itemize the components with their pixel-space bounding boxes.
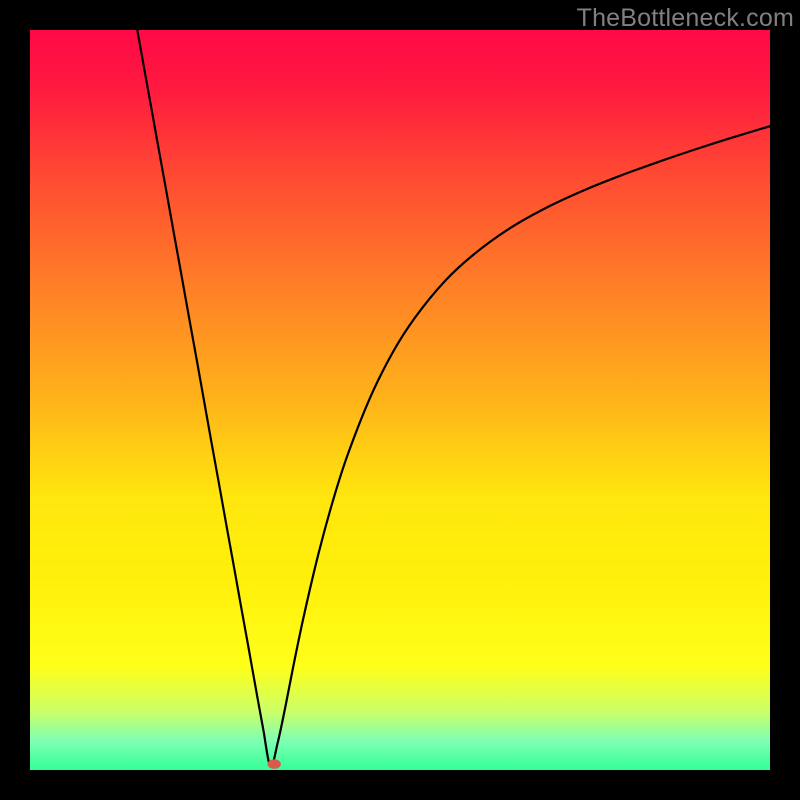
watermark-label: TheBottleneck.com [577, 4, 794, 33]
optimal-point-marker [268, 759, 281, 769]
bottleneck-chart [0, 0, 800, 800]
bottleneck-curve [137, 30, 770, 767]
